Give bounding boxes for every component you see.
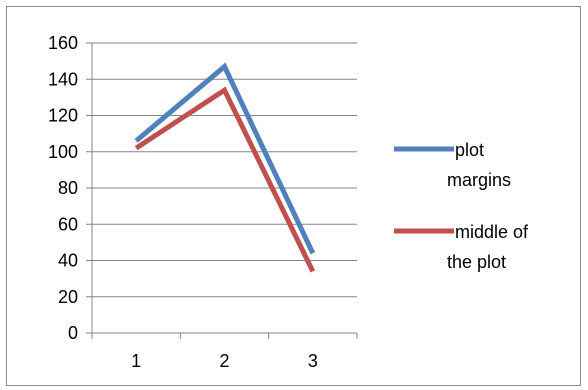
y-tick-label: 140 (48, 69, 78, 89)
series-line-1 (134, 62, 316, 255)
series-line-2 (134, 86, 316, 273)
chart-frame (6, 6, 581, 386)
y-tick-label: 160 (48, 33, 78, 53)
y-tick-label: 0 (68, 323, 78, 343)
x-tick-label: 2 (219, 351, 229, 371)
x-tick-label: 1 (131, 351, 141, 371)
y-tick-label: 40 (58, 251, 78, 271)
legend-label: margins (447, 170, 511, 190)
legend-label: the plot (447, 252, 506, 272)
y-tick-label: 20 (58, 287, 78, 307)
legend-label: middle of (455, 222, 529, 242)
y-tick-label: 120 (48, 106, 78, 126)
x-tick-label: 3 (308, 351, 318, 371)
y-tick-label: 100 (48, 142, 78, 162)
y-tick-label: 60 (58, 214, 78, 234)
legend-label: plot (455, 140, 484, 160)
y-tick-label: 80 (58, 178, 78, 198)
